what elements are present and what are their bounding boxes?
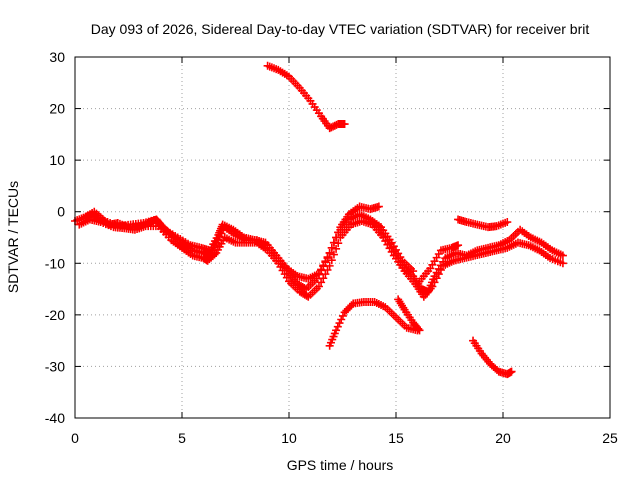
data-point — [325, 248, 334, 257]
data-point — [332, 326, 341, 335]
data-point — [507, 367, 516, 376]
series-track-e — [415, 241, 463, 286]
y-tick-label: 20 — [49, 101, 65, 117]
series-track-i — [454, 215, 512, 232]
data-point — [503, 218, 512, 227]
data-point — [300, 284, 309, 293]
data-point — [337, 315, 346, 324]
x-tick-label: 20 — [495, 430, 511, 446]
y-tick-label: 30 — [49, 49, 65, 65]
x-tick-label: 25 — [602, 430, 618, 446]
data-point — [317, 278, 326, 287]
y-tick-label: -10 — [45, 255, 65, 271]
data-point — [338, 311, 347, 320]
data-point — [321, 257, 330, 266]
data-point — [302, 291, 311, 300]
data-point — [329, 250, 338, 259]
x-tick-label: 0 — [71, 430, 79, 446]
data-point — [334, 228, 343, 237]
data-point — [558, 259, 567, 268]
x-axis-title: GPS time / hours — [287, 457, 394, 473]
series-track-g — [325, 297, 422, 350]
data-series — [71, 61, 567, 379]
data-point — [434, 270, 443, 279]
plot-frame — [74, 56, 611, 419]
data-point — [428, 282, 437, 291]
x-axis: 0 5 10 15 20 25 — [71, 57, 618, 446]
x-tick-label: 5 — [178, 430, 186, 446]
x-tick-label: 15 — [388, 430, 404, 446]
data-point — [332, 244, 341, 253]
y-tick-label: -40 — [45, 410, 65, 426]
grid — [75, 57, 610, 418]
data-point — [436, 265, 445, 274]
data-point — [409, 267, 418, 276]
data-point — [317, 265, 326, 274]
data-point — [323, 253, 332, 262]
y-tick-label: -30 — [45, 358, 65, 374]
series-track-c — [79, 202, 383, 283]
data-point — [314, 282, 323, 291]
data-point — [558, 251, 567, 260]
data-point — [327, 256, 336, 265]
x-tick-label: 10 — [281, 430, 297, 446]
data-point — [335, 319, 344, 328]
data-point — [319, 274, 328, 283]
series-track-f — [263, 61, 349, 133]
y-tick-label: -20 — [45, 307, 65, 323]
y-axis-title: SDTVAR / TECUs — [5, 181, 21, 293]
data-point — [415, 326, 424, 335]
y-tick-label: 10 — [49, 152, 65, 168]
y-tick-label: 0 — [57, 204, 65, 220]
series-track-d — [366, 215, 418, 276]
data-point — [314, 269, 323, 278]
data-point — [333, 322, 342, 331]
data-point — [340, 120, 349, 129]
series-track-j — [469, 336, 516, 379]
data-point — [329, 238, 338, 247]
data-point — [414, 324, 423, 333]
data-point — [454, 241, 463, 250]
data-point — [432, 274, 441, 283]
data-point — [327, 243, 336, 252]
data-point — [374, 202, 383, 211]
y-axis: -40 -30 -20 -10 0 10 20 30 — [45, 49, 610, 426]
chart-title: Day 093 of 2026, Sidereal Day-to-day VTE… — [91, 21, 590, 37]
series-track-h — [394, 295, 424, 335]
data-point — [430, 278, 439, 287]
data-point — [319, 261, 328, 270]
data-point — [332, 233, 341, 242]
series-track-b — [75, 215, 567, 301]
data-point — [210, 250, 219, 259]
